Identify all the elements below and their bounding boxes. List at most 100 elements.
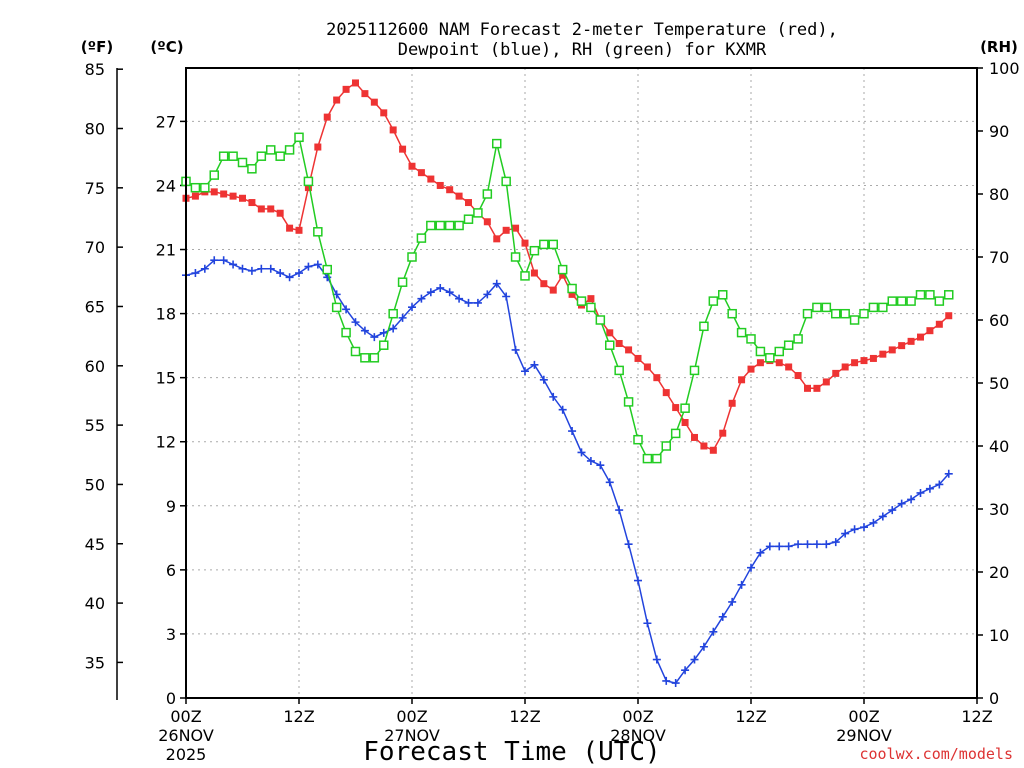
dewpoint-point: [765, 542, 774, 551]
time-tick-label: 00Z: [848, 707, 879, 726]
temperature-point: [935, 320, 943, 328]
dewpoint-point: [539, 375, 548, 384]
dewpoint-point: [568, 427, 577, 436]
dewpoint-point: [586, 456, 595, 465]
dewpoint-point: [747, 563, 755, 572]
dewpoint-point: [398, 313, 407, 322]
temperature-point: [502, 226, 510, 234]
celsius-tick-label: 12: [156, 433, 176, 452]
celsius-tick-label: 18: [156, 305, 176, 324]
temperature-point: [370, 98, 378, 106]
temperature-point: [380, 109, 388, 117]
dewpoint-point: [709, 627, 718, 636]
rh-point: [944, 290, 954, 300]
temperature-point: [662, 389, 670, 397]
rh-point: [633, 434, 643, 445]
rh-point: [482, 189, 493, 199]
rh-point: [614, 365, 624, 376]
rh-point: [896, 296, 907, 306]
rh-point: [388, 308, 398, 319]
rh-point: [934, 296, 945, 306]
temperature-point: [738, 376, 746, 384]
temperature-point: [719, 429, 727, 437]
date-tick-label: 28NOV: [610, 726, 666, 745]
rh-point: [605, 340, 615, 350]
rh-point: [435, 220, 445, 231]
temperature-point: [408, 162, 416, 170]
temperature-point: [493, 235, 501, 243]
temperature-point: [756, 359, 764, 367]
rh-point: [783, 340, 794, 350]
fahrenheit-unit-label: (ºF): [81, 38, 113, 56]
dewpoint-point: [652, 655, 661, 664]
dewpoint-point: [304, 262, 313, 271]
temperature-point: [945, 312, 953, 320]
watermark: coolwx.com/models: [859, 745, 1013, 763]
rh-point: [774, 346, 784, 357]
dewpoint-point: [360, 326, 369, 335]
rh-point: [699, 321, 709, 332]
dewpoint-point: [634, 576, 642, 585]
celsius-tick-label: 27: [156, 112, 176, 131]
rh-unit-label: (RH): [980, 38, 1018, 56]
dewpoint-point: [445, 288, 454, 297]
rh-point: [266, 145, 276, 155]
fahrenheit-tick-label: 45: [85, 535, 105, 554]
series-layer: [181, 79, 954, 688]
fahrenheit-tick-label: 80: [85, 120, 105, 139]
dewpoint-point: [549, 392, 558, 401]
dewpoint-point: [521, 367, 529, 376]
rh-point: [821, 302, 832, 313]
dewpoint-point: [728, 597, 737, 606]
rh-point: [200, 182, 210, 193]
temperature-point: [813, 384, 821, 392]
dewpoint-point: [426, 288, 435, 297]
dewpoint-point: [492, 279, 501, 288]
dewpoint-point: [200, 264, 209, 273]
rh-point: [887, 296, 897, 306]
fahrenheit-axis: 85 80 75 70 65 60 55 50 45 40 35: [85, 60, 123, 700]
dewpoint-point: [812, 540, 821, 549]
dewpoint-point: [944, 469, 953, 478]
rh-point: [840, 308, 850, 319]
rh-point: [510, 252, 521, 262]
dewpoint-point: [681, 666, 690, 675]
rh-point: [727, 308, 737, 319]
date-tick-label: 29NOV: [836, 726, 892, 745]
rh-point: [812, 302, 822, 313]
temperature-point: [643, 363, 651, 371]
temperature-point: [568, 290, 576, 298]
time-tick-label: 12Z: [283, 707, 314, 726]
fahrenheit-tick-label: 65: [85, 297, 105, 316]
dewpoint-point: [935, 480, 944, 489]
dewpoint-point: [436, 283, 445, 292]
temperature-point: [888, 346, 896, 354]
rh-point: [275, 151, 285, 161]
temperature-point: [323, 113, 331, 121]
dewpoint-point: [370, 333, 379, 342]
dewpoint-series: [182, 256, 953, 688]
rh-tick-label: 90: [989, 122, 1009, 141]
temperature-point: [210, 188, 218, 196]
dewpoint-point: [558, 405, 567, 414]
rh-point: [642, 453, 653, 464]
temperature-point: [540, 280, 548, 288]
rh-point: [661, 441, 671, 451]
rh-point: [218, 151, 229, 161]
temperature-point: [220, 190, 228, 198]
dewpoint-point: [643, 619, 652, 628]
temperature-point: [926, 327, 934, 335]
dewpoint-point: [596, 461, 605, 470]
temperature-point: [465, 199, 472, 207]
time-tick-label: 00Z: [622, 707, 653, 726]
rh-tick-label: 30: [989, 500, 1009, 519]
rh-point: [529, 245, 540, 256]
rh-point: [426, 220, 436, 231]
temperature-point: [917, 333, 924, 341]
rh-point: [350, 346, 361, 357]
temperature-point: [549, 286, 557, 294]
dewpoint-point: [916, 488, 925, 497]
rh-point: [463, 214, 474, 224]
